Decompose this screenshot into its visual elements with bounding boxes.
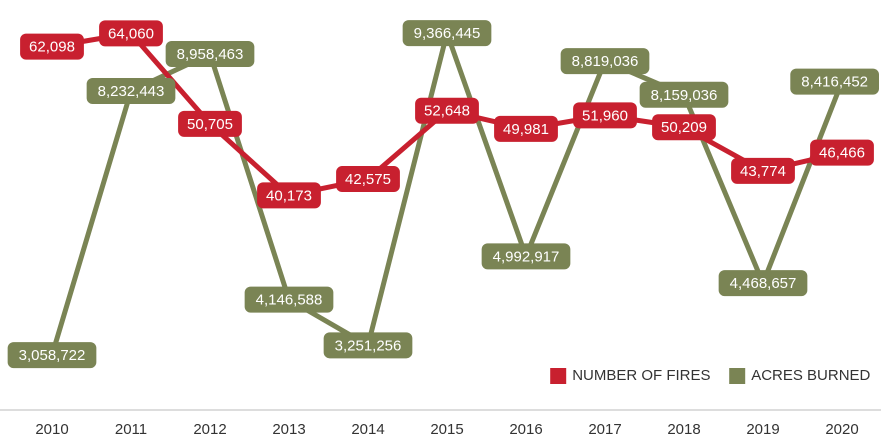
point-label-box	[718, 270, 808, 297]
point-label-box	[402, 20, 492, 47]
point-label: 8,958,463	[177, 46, 244, 63]
x-tick-label: 2016	[509, 421, 542, 438]
legend-label: ACRES BURNED	[751, 367, 870, 384]
point-label-box	[560, 48, 650, 75]
point-label: 4,146,588	[256, 292, 323, 309]
x-tick-label: 2011	[115, 421, 147, 438]
x-tick-label: 2010	[35, 421, 68, 438]
point-label: 4,468,657	[730, 275, 797, 292]
point-label: 40,173	[266, 187, 312, 204]
x-tick-label: 2019	[746, 421, 779, 438]
point-label: 42,575	[345, 171, 391, 188]
point-label-box	[323, 332, 413, 359]
point-label: 64,060	[108, 25, 154, 42]
x-tick-label: 2018	[667, 421, 700, 438]
point-label: 43,774	[740, 163, 786, 180]
point-label-box	[99, 20, 163, 47]
legend-label: NUMBER OF FIRES	[572, 367, 710, 384]
point-label-box	[790, 68, 879, 95]
point-label-box	[731, 157, 795, 184]
point-label: 8,159,036	[651, 87, 718, 104]
point-label: 4,992,917	[493, 248, 560, 265]
point-label: 8,416,452	[801, 74, 868, 91]
x-tick-label: 2014	[351, 421, 384, 438]
point-label: 49,981	[503, 121, 549, 138]
point-label-box	[494, 115, 558, 142]
point-label: 51,960	[582, 107, 628, 124]
point-label: 3,251,256	[335, 337, 402, 354]
point-label-box	[652, 114, 716, 141]
point-label-box	[810, 139, 874, 166]
legend-swatch	[550, 368, 567, 384]
point-label-box	[415, 97, 479, 124]
point-label-box	[481, 243, 571, 270]
x-tick-label: 2015	[430, 421, 463, 438]
point-label-box	[573, 102, 637, 129]
point-label: 8,819,036	[572, 53, 639, 70]
point-label: 8,232,443	[98, 83, 165, 100]
x-tick-label: 2013	[272, 421, 305, 438]
point-label-box	[639, 81, 729, 108]
point-label: 52,648	[424, 103, 470, 120]
point-label: 50,209	[661, 119, 707, 136]
point-label-box	[244, 286, 334, 313]
point-label-box	[86, 78, 176, 105]
point-label: 46,466	[819, 145, 865, 162]
x-tick-label: 2012	[193, 421, 226, 438]
point-label: 9,366,445	[414, 25, 481, 42]
point-label-box	[20, 33, 84, 60]
point-label: 3,058,722	[19, 347, 86, 364]
point-label-box	[7, 342, 97, 369]
point-label-box	[336, 166, 400, 193]
point-label-box	[178, 110, 242, 137]
point-label: 62,098	[29, 39, 75, 56]
point-label-box	[165, 40, 255, 67]
x-tick-label: 2017	[588, 421, 621, 438]
point-label: 50,705	[187, 116, 233, 133]
x-tick-label: 2020	[825, 421, 858, 438]
point-label-box	[257, 182, 321, 209]
legend-swatch	[729, 368, 746, 384]
